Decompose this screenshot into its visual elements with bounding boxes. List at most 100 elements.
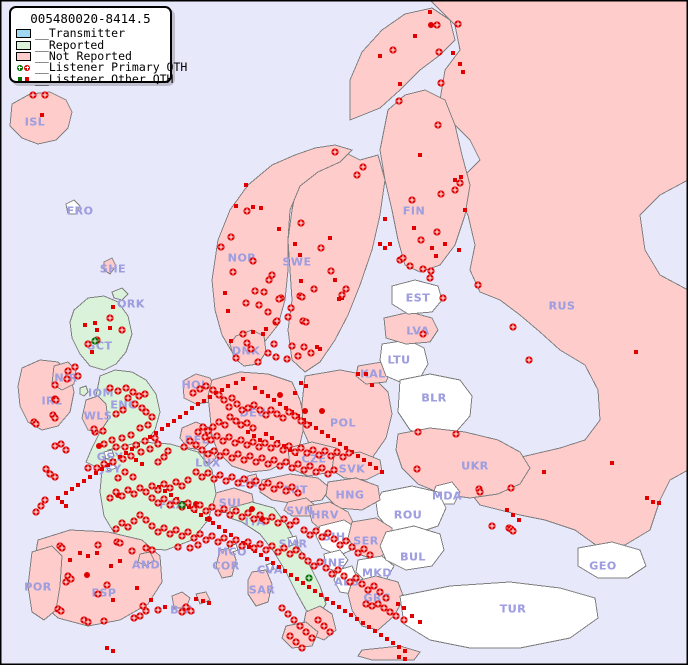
- listener-primary-qth-marker[interactable]: [93, 464, 101, 472]
- listener-primary-qth-marker[interactable]: [328, 570, 336, 578]
- listener-primary-qth-marker[interactable]: [122, 384, 130, 392]
- listener-primary-qth-marker[interactable]: [192, 441, 200, 449]
- listener-primary-qth-marker[interactable]: [112, 525, 120, 533]
- listener-primary-qth-marker[interactable]: [309, 446, 317, 454]
- listener-primary-qth-marker[interactable]: [118, 326, 126, 334]
- listener-other-qth-marker[interactable]: [378, 54, 382, 58]
- listener-primary-qth-marker[interactable]: [256, 511, 264, 519]
- listener-other-qth-marker[interactable]: [86, 554, 90, 558]
- listener-other-qth-marker[interactable]: [356, 372, 360, 376]
- listener-other-qth-marker[interactable]: [249, 506, 255, 512]
- listener-primary-qth-marker[interactable]: [276, 481, 284, 489]
- listener-primary-qth-marker[interactable]: [41, 91, 49, 99]
- listener-primary-qth-marker[interactable]: [51, 414, 59, 422]
- listener-other-qth-marker[interactable]: [380, 470, 384, 474]
- listener-other-qth-marker[interactable]: [252, 434, 256, 438]
- listener-primary-qth-marker[interactable]: [439, 294, 447, 302]
- listener-primary-qth-marker[interactable]: [148, 413, 156, 421]
- listener-primary-qth-marker[interactable]: [201, 433, 209, 441]
- listener-other-qth-marker[interactable]: [373, 629, 377, 633]
- listener-primary-qth-marker[interactable]: [222, 448, 230, 456]
- listener-other-qth-marker[interactable]: [199, 513, 203, 517]
- listener-primary-qth-marker[interactable]: [186, 544, 194, 552]
- listener-primary-qth-marker[interactable]: [291, 448, 299, 456]
- listener-other-qth-marker[interactable]: [261, 332, 265, 336]
- listener-primary-qth-marker[interactable]: [229, 268, 237, 276]
- listener-primary-qth-marker[interactable]: [216, 471, 224, 479]
- listener-other-qth-marker[interactable]: [93, 321, 97, 325]
- listener-other-qth-marker[interactable]: [244, 183, 248, 187]
- listener-primary-qth-marker[interactable]: [339, 453, 347, 461]
- listener-other-qth-marker[interactable]: [78, 551, 82, 555]
- listener-primary-qth-marker[interactable]: [290, 616, 298, 624]
- listener-primary-qth-marker[interactable]: [160, 524, 168, 532]
- listener-primary-qth-marker[interactable]: [136, 612, 144, 620]
- listener-primary-qth-marker[interactable]: [240, 456, 248, 464]
- listener-other-qth-marker[interactable]: [349, 613, 353, 617]
- listener-other-qth-marker[interactable]: [253, 386, 257, 390]
- listener-primary-qth-marker[interactable]: [414, 428, 422, 436]
- listener-other-qth-marker[interactable]: [226, 309, 230, 313]
- listener-other-qth-marker[interactable]: [370, 383, 374, 387]
- listener-other-qth-marker[interactable]: [234, 204, 238, 208]
- listener-primary-qth-marker[interactable]: [286, 550, 294, 558]
- listener-primary-qth-marker[interactable]: [265, 276, 273, 284]
- listener-primary-qth-marker[interactable]: [268, 271, 276, 279]
- listener-primary-qth-marker[interactable]: [346, 578, 354, 586]
- listener-other-qth-marker[interactable]: [313, 589, 317, 593]
- listener-primary-qth-marker[interactable]: [94, 541, 102, 549]
- listener-primary-qth-marker[interactable]: [327, 267, 335, 275]
- listener-primary-qth-marker[interactable]: [348, 543, 356, 551]
- listener-primary-qth-marker[interactable]: [160, 480, 168, 488]
- listener-other-qth-marker[interactable]: [264, 432, 268, 436]
- listener-primary-qth-marker[interactable]: [249, 424, 257, 432]
- listener-primary-qth-marker[interactable]: [314, 616, 322, 624]
- listener-other-qth-marker[interactable]: [356, 454, 360, 458]
- listener-primary-qth-marker[interactable]: [29, 91, 37, 99]
- listener-primary-qth-marker[interactable]: [250, 544, 258, 552]
- listener-primary-qth-marker[interactable]: [240, 475, 248, 483]
- listener-other-qth-marker[interactable]: [338, 442, 342, 446]
- listener-other-qth-marker[interactable]: [259, 516, 265, 522]
- listener-primary-qth-marker[interactable]: [353, 171, 361, 179]
- listener-primary-qth-marker[interactable]: [100, 460, 108, 468]
- listener-primary-qth-marker[interactable]: [130, 517, 138, 525]
- listener-primary-qth-marker[interactable]: [433, 21, 441, 29]
- listener-primary-qth-marker[interactable]: [42, 465, 50, 473]
- listener-other-qth-marker[interactable]: [284, 406, 288, 410]
- listener-primary-qth-marker[interactable]: [292, 638, 300, 646]
- listener-primary-qth-marker[interactable]: [262, 411, 270, 419]
- listener-primary-qth-marker[interactable]: [437, 190, 445, 198]
- listener-primary-qth-marker[interactable]: [52, 396, 60, 404]
- listener-primary-qth-marker[interactable]: [251, 287, 259, 295]
- listener-primary-qth-marker[interactable]: [136, 511, 144, 519]
- listener-primary-qth-marker[interactable]: [268, 513, 276, 521]
- listener-other-qth-marker[interactable]: [154, 431, 158, 435]
- listener-primary-qth-marker[interactable]: [280, 515, 288, 523]
- listener-other-qth-marker[interactable]: [217, 525, 221, 529]
- listener-primary-qth-marker[interactable]: [148, 494, 156, 502]
- listener-primary-qth-marker[interactable]: [106, 494, 114, 502]
- listener-other-qth-marker[interactable]: [410, 614, 414, 618]
- listener-other-qth-marker[interactable]: [229, 533, 233, 537]
- listener-other-qth-marker[interactable]: [118, 559, 122, 563]
- listener-primary-qth-marker[interactable]: [368, 602, 376, 610]
- listener-primary-qth-marker[interactable]: [437, 79, 445, 87]
- listener-primary-qth-marker[interactable]: [276, 462, 284, 470]
- listener-primary-qth-marker[interactable]: [108, 436, 116, 444]
- listener-primary-qth-marker[interactable]: [507, 484, 515, 492]
- listener-other-qth-marker[interactable]: [379, 633, 383, 637]
- listener-primary-qth-marker[interactable]: [160, 495, 168, 503]
- listener-primary-qth-marker[interactable]: [312, 527, 320, 535]
- listener-other-qth-marker[interactable]: [70, 487, 74, 491]
- listener-primary-qth-marker[interactable]: [137, 448, 145, 456]
- listener-other-qth-marker[interactable]: [259, 206, 263, 210]
- listener-other-qth-marker[interactable]: [234, 381, 238, 385]
- listener-other-qth-marker[interactable]: [193, 501, 199, 507]
- listener-primary-qth-marker[interactable]: [273, 440, 281, 448]
- listener-other-qth-marker[interactable]: [251, 330, 255, 334]
- listener-other-qth-marker[interactable]: [320, 430, 324, 434]
- listener-primary-qth-marker[interactable]: [370, 582, 378, 590]
- listener-primary-qth-marker[interactable]: [315, 451, 323, 459]
